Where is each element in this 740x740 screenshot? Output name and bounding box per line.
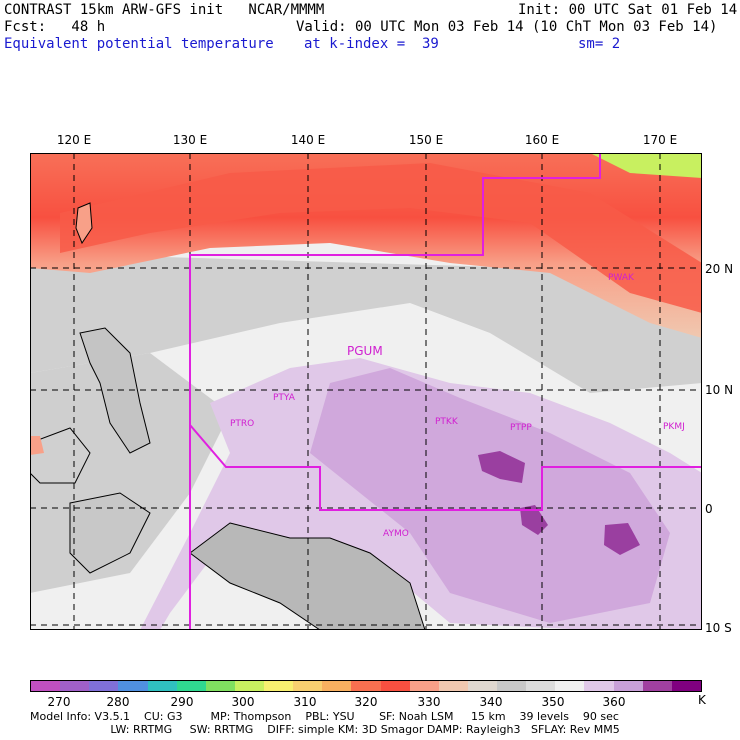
philippines: [79, 327, 151, 454]
colorbar-swatch: [584, 681, 614, 691]
colorbar-tick: 270: [47, 695, 71, 709]
lat-label-0: 0: [705, 502, 713, 516]
colorbar-tick: 300: [231, 695, 255, 709]
footer-physics-info: LW: RRTMG SW: RRTMG DIFF: simple KM: 3D …: [30, 723, 620, 736]
lon-label-170e: 170 E: [642, 133, 678, 147]
lon-label-130e: 130 E: [172, 133, 208, 147]
colorbar-swatch: [409, 681, 439, 691]
header-valid-time: Valid: 00 UTC Mon 03 Feb 14 (10 ChT Mon …: [296, 19, 718, 35]
sulawesi-halmahera: [69, 492, 151, 574]
colorbar-swatch: [497, 681, 527, 691]
colorbar-unit: K: [698, 693, 706, 707]
lat-label-10n: 10 N: [705, 383, 734, 397]
colorbar: [30, 680, 702, 692]
borneo-warm: [30, 436, 44, 455]
header-field-name: Equivalent potential temperature: [4, 36, 274, 52]
colorbar-swatch: [351, 681, 381, 691]
yellow-patch: [590, 153, 702, 178]
header-forecast-hour: Fcst: 48 h: [4, 19, 106, 35]
station-label: PKMJ: [663, 422, 685, 432]
colorbar-swatch: [31, 681, 61, 691]
purple-cell-2: [520, 505, 548, 535]
header-title: CONTRAST 15km ARW-GFS init NCAR/MMMM: [4, 2, 325, 18]
header-init-time: Init: 00 UTC Sat 01 Feb 14: [518, 2, 738, 18]
header-smoothing: sm= 2: [578, 36, 621, 52]
borneo: [30, 427, 91, 484]
station-label: PTKK: [435, 417, 458, 427]
theta-e-map: [30, 153, 702, 630]
purple-cell-3: [604, 523, 640, 555]
colorbar-tick: 280: [106, 695, 130, 709]
boundary-line-south: [189, 424, 702, 511]
header-level: at k-index = 39: [304, 36, 439, 52]
station-label: PTPP: [510, 423, 532, 433]
boundary-line: [189, 153, 601, 630]
colorbar-swatch: [555, 681, 585, 691]
colorbar-swatch: [438, 681, 468, 691]
colorbar-swatch: [205, 681, 235, 691]
colorbar-swatch: [264, 681, 294, 691]
colorbar-swatch: [526, 681, 556, 691]
colorbar-tick: 360: [602, 695, 626, 709]
taiwan: [75, 202, 93, 245]
colorbar-swatch: [671, 681, 701, 691]
colorbar-swatch: [147, 681, 177, 691]
colorbar-swatch: [467, 681, 497, 691]
colorbar-swatch: [176, 681, 206, 691]
colorbar-swatch: [293, 681, 323, 691]
station-label: PGUM: [347, 344, 383, 358]
station-label: AYMO: [383, 529, 409, 539]
colorbar-swatch: [380, 681, 410, 691]
lon-label-140e: 140 E: [290, 133, 326, 147]
lilac-region: [310, 368, 670, 623]
colorbar-swatch: [118, 681, 148, 691]
lon-label-150e: 150 E: [408, 133, 444, 147]
colorbar-swatch: [89, 681, 119, 691]
colorbar-tick: 310: [293, 695, 317, 709]
map-frame: [30, 153, 702, 630]
colorbar-tick: 340: [479, 695, 503, 709]
colorbar-swatch: [642, 681, 672, 691]
colorbar-swatch: [322, 681, 352, 691]
colorbar-tick: 350: [541, 695, 565, 709]
colorbar-tick: 320: [354, 695, 378, 709]
grey-zone: [30, 253, 702, 393]
lon-label-160e: 160 E: [524, 133, 560, 147]
colorbar-swatch: [60, 681, 90, 691]
station-label: PTYA: [273, 393, 295, 403]
colorbar-swatch: [234, 681, 264, 691]
footer-model-info: Model Info: V3.5.1 CU: G3 MP: Thompson P…: [30, 710, 619, 723]
colorbar-tick: 290: [170, 695, 194, 709]
colorbar-tick: 330: [417, 695, 441, 709]
lat-label-20n: 20 N: [705, 262, 734, 276]
station-label: PTRO: [230, 419, 255, 429]
graticule: [30, 153, 702, 630]
station-label: PWAK: [608, 273, 634, 283]
colorbar-swatch: [613, 681, 643, 691]
purple-cell-1: [478, 451, 525, 483]
lat-label-10s: 10 S: [705, 621, 732, 635]
lon-label-120e: 120 E: [56, 133, 92, 147]
